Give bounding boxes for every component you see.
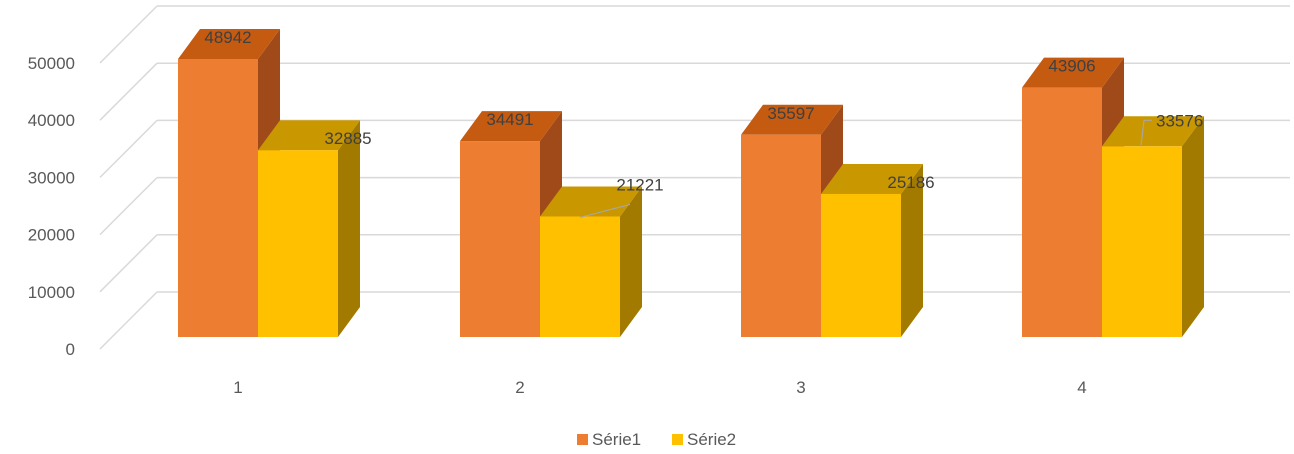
legend-label: Série1 <box>592 430 641 449</box>
bar-front <box>178 59 258 338</box>
bar-top <box>258 120 360 151</box>
y-tick-label: 10000 <box>28 283 75 302</box>
data-label: 35597 <box>767 104 814 123</box>
bar-2-4 <box>1102 116 1204 337</box>
gridline-diagonal <box>99 5 158 64</box>
bar-top <box>1102 116 1204 147</box>
bar-front <box>1102 146 1182 337</box>
y-tick-label: 0 <box>66 340 75 359</box>
bar-side <box>901 163 923 337</box>
data-labels: 48942 32885 34491 21221 35597 25186 43906 33576 <box>204 28 1203 219</box>
gridline-diagonal <box>99 234 158 293</box>
bar-2-3 <box>821 163 923 337</box>
y-tick-label: 50000 <box>28 54 75 73</box>
bar-side <box>338 120 360 338</box>
leader-line <box>1140 119 1152 146</box>
gridline-diagonal <box>99 177 158 236</box>
y-tick-label: 30000 <box>28 168 75 187</box>
gridline-diagonal <box>99 291 158 350</box>
data-label: 48942 <box>204 28 251 47</box>
data-label: 25186 <box>887 173 934 192</box>
gridline-diagonal <box>99 119 158 178</box>
leader-line <box>579 203 631 219</box>
bar-front <box>821 193 901 337</box>
bar-top <box>460 111 562 142</box>
legend-label: Série2 <box>687 430 736 449</box>
y-tick-label: 40000 <box>28 111 75 130</box>
bar-front <box>460 141 540 337</box>
bar-front <box>741 134 821 337</box>
bar-2-2 <box>540 186 642 337</box>
bar-front <box>258 150 338 337</box>
data-label: 33576 <box>1156 111 1203 130</box>
y-tick-label: 20000 <box>28 226 75 245</box>
y-axis-ticks: 0 10000 20000 30000 40000 50000 <box>28 54 75 359</box>
data-label: 34491 <box>486 110 533 129</box>
x-tick-label: 1 <box>233 378 242 397</box>
bars <box>178 29 1204 338</box>
bar-top <box>178 29 280 60</box>
bar-1-4 <box>1022 57 1124 337</box>
bar-top <box>821 163 923 194</box>
x-tick-label: 4 <box>1077 378 1086 397</box>
x-tick-label: 2 <box>515 378 524 397</box>
bar-front <box>1022 87 1102 337</box>
bar-top <box>1022 57 1124 88</box>
bar-side <box>1182 116 1204 337</box>
bar-top <box>540 186 642 217</box>
x-tick-label: 3 <box>796 378 805 397</box>
data-label: 32885 <box>324 129 371 148</box>
data-label: 21221 <box>616 175 663 194</box>
bar-top <box>741 104 843 135</box>
bar-side <box>620 186 642 337</box>
legend-item: Série1 <box>577 430 641 449</box>
legend: Série1 Série2 <box>577 430 736 449</box>
x-axis-ticks: 1 2 3 4 <box>233 378 1086 397</box>
legend-item: Série2 <box>672 430 736 449</box>
legend-swatch <box>577 434 588 445</box>
legend-swatch <box>672 434 683 445</box>
bar-2-1 <box>258 120 360 338</box>
data-label: 43906 <box>1048 57 1095 76</box>
bar-front <box>540 216 620 337</box>
gridline-diagonal <box>99 62 158 121</box>
